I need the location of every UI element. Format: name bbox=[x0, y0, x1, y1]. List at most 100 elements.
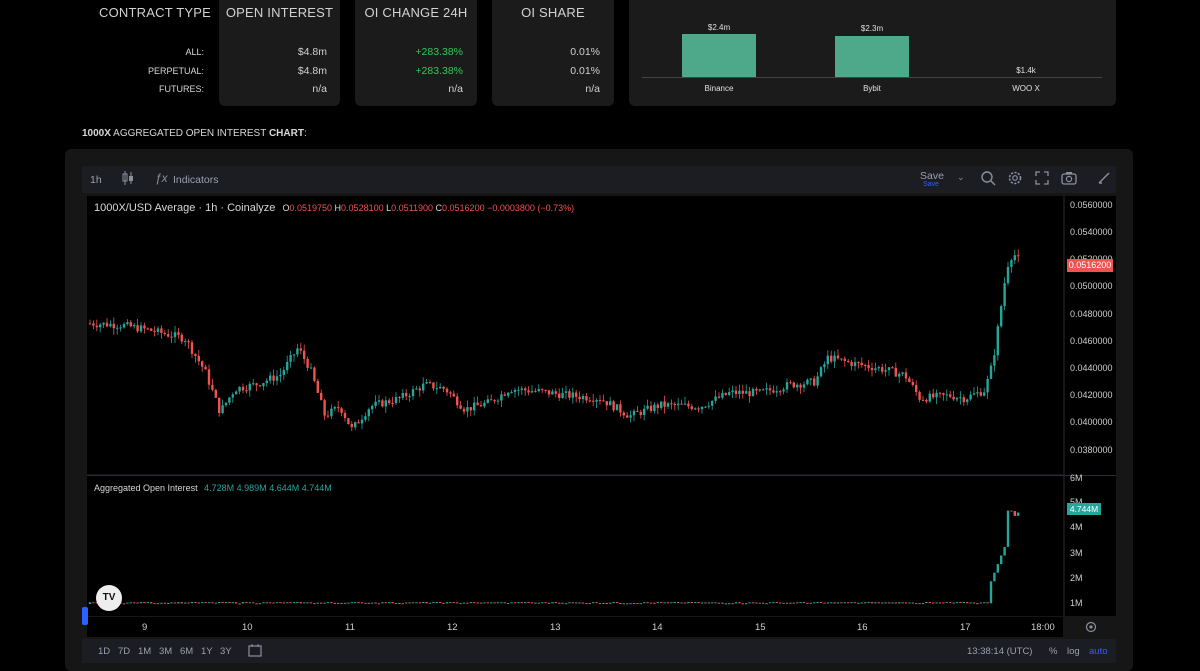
price-tick: 0.0400000 bbox=[1070, 417, 1113, 427]
open-interest-card bbox=[219, 0, 340, 106]
gear-icon[interactable] bbox=[1007, 170, 1023, 189]
header-oi-share: OI SHARE bbox=[521, 5, 585, 20]
section-title-suffix: : bbox=[303, 128, 307, 139]
change-perpetual-value: +283.38% bbox=[415, 65, 463, 77]
percent-toggle[interactable]: % bbox=[1049, 646, 1058, 657]
clock-time[interactable]: 13:38:14 (UTC) bbox=[967, 646, 1033, 657]
bar-value-bybit: $2.3m bbox=[860, 24, 884, 33]
range-3m[interactable]: 3M bbox=[159, 646, 173, 657]
oi-futures-value: n/a bbox=[312, 83, 327, 95]
oi-perpetual-value: $4.8m bbox=[297, 65, 327, 77]
range-6m[interactable]: 6M bbox=[180, 646, 194, 657]
close-value: 0.0516200 bbox=[442, 203, 485, 213]
price-tick: 0.0560000 bbox=[1070, 200, 1113, 210]
price-legend: 1000X/USD Average · 1h · Coinalyze O 0.05… bbox=[94, 202, 574, 214]
pane-separator[interactable] bbox=[87, 475, 1116, 476]
header-open-interest: OPEN INTEREST bbox=[225, 5, 334, 20]
indicators-button[interactable]: Indicators bbox=[173, 174, 219, 186]
share-perpetual-value: 0.01% bbox=[570, 65, 600, 77]
price-tick: 0.0380000 bbox=[1070, 445, 1113, 455]
bar-label-bybit: Bybit bbox=[863, 84, 881, 93]
bar-bybit[interactable] bbox=[835, 36, 909, 77]
drawing-tools-icon[interactable] bbox=[1097, 171, 1111, 188]
range-1d[interactable]: 1D bbox=[98, 646, 111, 657]
change-futures-value: n/a bbox=[448, 83, 463, 95]
oi-pane[interactable] bbox=[87, 476, 1063, 616]
chevron-down-icon[interactable]: ⌄ bbox=[957, 172, 965, 182]
oi-all-value: $4.8m bbox=[297, 46, 327, 58]
bar-value-woox: $1.4k bbox=[1016, 66, 1036, 75]
oi-legend-v2: 4.989M bbox=[236, 483, 267, 493]
price-tick: 0.0420000 bbox=[1070, 390, 1113, 400]
side-toggle-handle[interactable] bbox=[82, 607, 88, 625]
range-3y[interactable]: 3Y bbox=[220, 646, 232, 657]
range-1m[interactable]: 1M bbox=[138, 646, 152, 657]
open-label: O bbox=[282, 203, 290, 213]
share-futures-value: n/a bbox=[585, 83, 600, 95]
calendar-icon[interactable] bbox=[248, 643, 262, 660]
oi-legend-title: Aggregated Open Interest bbox=[94, 483, 198, 493]
close-label: C bbox=[435, 203, 443, 213]
time-tick: 12 bbox=[447, 622, 458, 633]
row-label-perpetual: PERPETUAL: bbox=[147, 66, 204, 76]
chart-settings-icon[interactable] bbox=[1085, 621, 1097, 636]
bar-binance[interactable] bbox=[682, 34, 756, 77]
bottom-bar bbox=[82, 639, 1116, 663]
time-tick: 16 bbox=[857, 622, 868, 633]
high-label: H bbox=[334, 203, 342, 213]
oi-tick: 5M bbox=[1070, 497, 1083, 507]
time-tick: 11 bbox=[345, 622, 355, 633]
row-label-all: ALL: bbox=[185, 47, 204, 57]
fx-indicators-icon[interactable]: ƒx bbox=[155, 171, 168, 185]
oi-change-card bbox=[355, 0, 477, 106]
high-value: 0.0528100 bbox=[341, 203, 384, 213]
oi-legend-v1: 4.728M bbox=[204, 483, 235, 493]
last-price-badge: 0.0516200 bbox=[1067, 259, 1113, 272]
oi-tick: 3M bbox=[1070, 548, 1083, 558]
auto-toggle[interactable]: auto bbox=[1089, 646, 1108, 657]
bar-value-binance: $2.4m bbox=[707, 23, 731, 32]
interval-button[interactable]: 1h bbox=[90, 174, 102, 186]
log-toggle[interactable]: log bbox=[1067, 646, 1080, 657]
price-pane[interactable] bbox=[87, 196, 1063, 474]
chart-toolbar bbox=[82, 166, 1116, 193]
price-tick: 0.0460000 bbox=[1070, 336, 1113, 346]
row-label-futures: FUTURES: bbox=[159, 84, 204, 94]
time-tick: 15 bbox=[755, 622, 766, 633]
search-icon[interactable] bbox=[980, 170, 996, 189]
fullscreen-icon[interactable] bbox=[1035, 171, 1049, 188]
header-oi-change: OI CHANGE 24H bbox=[364, 5, 468, 20]
time-axis[interactable] bbox=[87, 617, 1063, 637]
oi-tick: 4M bbox=[1070, 522, 1083, 532]
price-tick: 0.0440000 bbox=[1070, 363, 1113, 373]
oi-legend: Aggregated Open Interest 4.728M 4.989M 4… bbox=[94, 483, 332, 493]
time-tick: 13 bbox=[550, 622, 561, 633]
time-tick: 14 bbox=[652, 622, 663, 633]
time-tick: 10 bbox=[242, 622, 253, 633]
oi-tick: 6M bbox=[1070, 473, 1083, 483]
camera-icon[interactable] bbox=[1061, 171, 1077, 188]
change-value: −0.0003800 (−0.73%) bbox=[487, 203, 575, 213]
price-tick: 0.0480000 bbox=[1070, 309, 1113, 319]
oi-tick: 2M bbox=[1070, 573, 1083, 583]
oi-legend-v4: 4.744M bbox=[301, 483, 332, 493]
time-tick: 9 bbox=[142, 622, 148, 633]
low-label: L bbox=[386, 203, 392, 213]
last-oi-badge: 4.744M bbox=[1067, 503, 1101, 515]
price-legend-title: 1000X/USD Average · 1h · Coinalyze bbox=[94, 202, 276, 214]
header-contract-type: CONTRACT TYPE bbox=[99, 5, 211, 20]
low-value: 0.0511900 bbox=[391, 203, 434, 213]
price-tick: 0.0500000 bbox=[1070, 281, 1113, 291]
bar-label-woox: WOO X bbox=[1012, 84, 1040, 93]
save-button[interactable]: Save bbox=[920, 170, 944, 182]
section-title: 1000X AGGREGATED OPEN INTEREST CHART: bbox=[82, 128, 307, 139]
price-tick: 0.0540000 bbox=[1070, 227, 1113, 237]
candle-type-icon[interactable] bbox=[121, 170, 135, 189]
range-1y[interactable]: 1Y bbox=[201, 646, 213, 657]
save-sublabel: Save bbox=[923, 181, 939, 188]
tradingview-logo-icon[interactable]: TV bbox=[96, 585, 122, 611]
section-title-coin: 1000X bbox=[82, 128, 111, 139]
section-title-chart: CHART bbox=[268, 128, 304, 139]
exchange-baseline bbox=[642, 77, 1102, 78]
range-7d[interactable]: 7D bbox=[118, 646, 131, 657]
